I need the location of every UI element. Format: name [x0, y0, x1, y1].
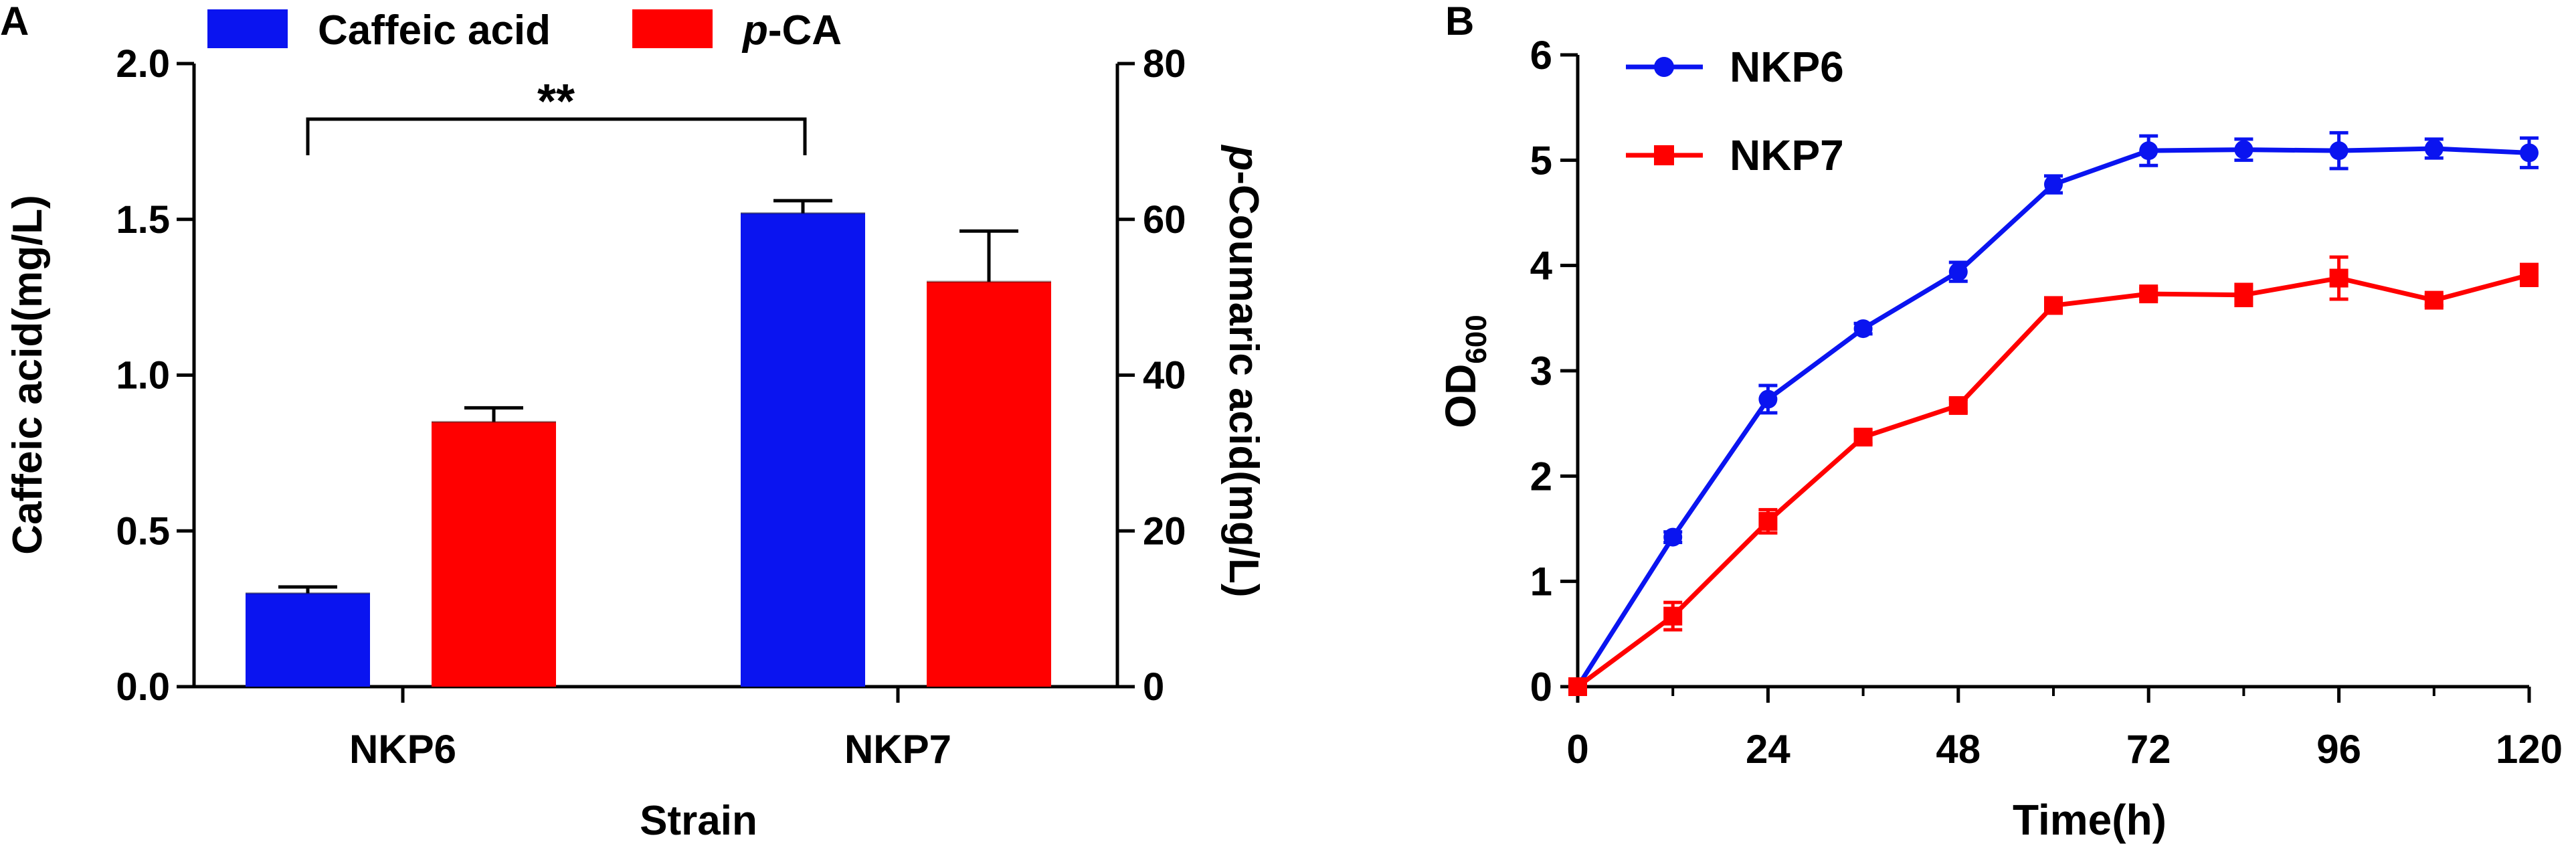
b-point-nkp6 — [2234, 140, 2253, 159]
a-left-y-tick-label: 2.0 — [116, 42, 170, 86]
a-legend-swatch-pca — [632, 9, 713, 48]
b-point-nkp6 — [1663, 527, 1683, 547]
a-x-tick-label: NKP6 — [349, 727, 456, 772]
b-legend-marker-nkp7 — [1654, 145, 1674, 165]
a-left-y-ticks: 0.0 0.5 1.0 1.5 2.0 — [116, 42, 194, 709]
b-series — [1568, 131, 2539, 696]
a-right-y-ticks: 0 20 40 60 80 — [1117, 42, 1186, 709]
b-point-nkp7 — [2234, 285, 2253, 305]
b-y-axis-title: OD600 — [1437, 315, 1493, 428]
b-x-tick-label: 72 — [2126, 727, 2171, 772]
a-left-y-tick-label: 1.5 — [116, 198, 170, 242]
a-bars — [246, 213, 1051, 687]
a-legend-label-caffeic: Caffeic acid — [318, 7, 551, 54]
b-x-axis-title: Time(h) — [2013, 796, 2167, 844]
b-x-tick-label: 24 — [1746, 727, 1790, 772]
b-line-nkp6 — [1576, 146, 2530, 688]
panel-b-line-chart: 0 1 2 3 4 5 6 0 24 48 72 96 120 NKP6 NKP7 Time(h) O… — [1437, 33, 2563, 844]
panel-label-a: A — [0, 0, 29, 44]
b-x-tick-label: 48 — [1936, 727, 1981, 772]
b-point-nkp7 — [1948, 396, 1968, 415]
b-y-ticks: 0 1 2 3 4 5 6 — [1530, 33, 1578, 709]
a-left-y-tick-label: 0.0 — [116, 665, 170, 709]
b-point-nkp6 — [2044, 175, 2063, 194]
b-x-ticks: 0 24 48 72 96 120 — [1566, 687, 2563, 772]
a-right-y-tick-label: 80 — [1143, 42, 1186, 86]
b-legend-label-nkp6: NKP6 — [1730, 43, 1844, 91]
a-left-y-tick-label: 0.5 — [116, 509, 170, 553]
a-left-y-tick-label: 1.0 — [116, 354, 170, 398]
b-point-nkp6 — [1758, 390, 1778, 409]
b-y-tick-label: 1 — [1530, 560, 1552, 604]
b-legend-label-nkp7: NKP7 — [1730, 131, 1844, 179]
b-point-nkp6 — [2329, 141, 2349, 161]
b-y-tick-label: 5 — [1530, 138, 1552, 183]
b-point-nkp6 — [2139, 141, 2158, 161]
b-legend-marker-nkp6 — [1654, 57, 1674, 77]
b-point-nkp7 — [2520, 265, 2539, 284]
a-bar-caffeic-nkp7 — [741, 213, 865, 687]
a-right-y-axis-title: p-Coumaric acid(mg/L) — [1220, 144, 1267, 597]
a-left-y-axis-title: Caffeic acid(mg/L) — [5, 195, 51, 554]
a-legend-label-pca: p-CA — [741, 7, 842, 54]
a-x-tick-label: NKP7 — [844, 727, 951, 772]
a-right-y-tick-label: 60 — [1143, 198, 1186, 242]
a-bar-caffeic-nkp6 — [246, 593, 370, 687]
b-point-nkp7 — [1663, 606, 1683, 626]
a-bar-pca-nkp6 — [432, 422, 556, 687]
b-point-nkp6 — [1853, 319, 1873, 339]
a-legend-swatch-caffeic — [207, 9, 288, 48]
b-y-tick-label: 4 — [1530, 244, 1553, 288]
b-point-nkp6 — [1948, 262, 1968, 282]
a-bar-pca-nkp7 — [927, 281, 1051, 687]
a-right-y-tick-label: 40 — [1143, 354, 1186, 398]
b-y-tick-label: 6 — [1530, 33, 1552, 78]
b-legend: NKP6 NKP7 — [1626, 43, 1844, 179]
panel-label-b: B — [1445, 0, 1474, 44]
a-significance-label: ** — [537, 75, 575, 128]
b-line-nkp7 — [1576, 272, 2530, 689]
b-x-tick-label: 0 — [1566, 727, 1588, 772]
b-point-nkp7 — [1568, 677, 1587, 696]
a-x-axis-title: Strain — [640, 798, 757, 844]
b-point-nkp7 — [1853, 428, 1873, 447]
b-point-nkp7 — [2044, 296, 2063, 315]
b-y-tick-label: 0 — [1530, 665, 1552, 709]
a-significance-bracket — [306, 117, 807, 155]
b-point-nkp7 — [2424, 290, 2444, 310]
a-x-ticks: NKP6 NKP7 — [349, 687, 951, 772]
b-point-nkp7 — [2139, 284, 2158, 304]
panel-a-bar-chart: 0.0 0.5 1.0 1.5 2.0 0 20 40 60 80 NKP6 NKP7 ** Ca… — [5, 7, 1267, 844]
a-right-y-tick-label: 20 — [1143, 509, 1186, 553]
b-point-nkp6 — [2520, 143, 2539, 163]
a-error-bars — [246, 199, 1051, 594]
b-y-tick-label: 3 — [1530, 349, 1552, 394]
b-point-nkp7 — [1758, 511, 1778, 531]
b-x-tick-label: 120 — [2496, 727, 2563, 772]
b-y-tick-label: 2 — [1530, 454, 1552, 499]
b-point-nkp6 — [2424, 139, 2444, 159]
a-right-y-tick-label: 0 — [1143, 665, 1164, 709]
b-point-nkp7 — [2329, 268, 2349, 288]
b-x-tick-label: 96 — [2316, 727, 2361, 772]
